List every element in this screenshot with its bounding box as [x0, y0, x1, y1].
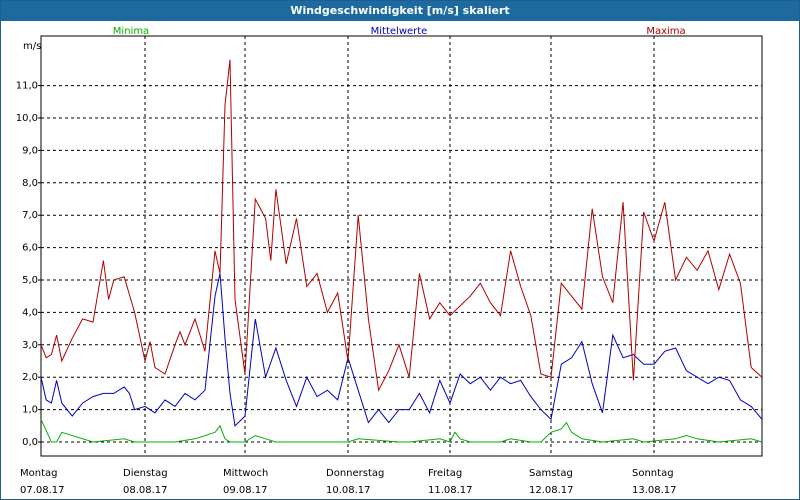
x-tick-day-label: Montag [20, 468, 57, 479]
legend-minima: Minima [113, 26, 149, 37]
x-tick-day-label: Samstag [529, 468, 573, 479]
x-tick-day-label: Sonntag [632, 468, 674, 479]
series-line-mittelwerte [40, 273, 763, 427]
y-tick-label: 6,0 [22, 243, 38, 254]
x-tick-day-label: Mittwoch [223, 468, 268, 479]
y-tick-label: 8,0 [22, 178, 38, 189]
x-tick-date-label: 07.08.17 [20, 485, 65, 496]
series-line-maxima [40, 59, 763, 392]
legend-mittelwerte: Mittelwerte [371, 26, 428, 37]
wind-speed-chart: 0,0 1,0 2,0 3,0 4,0 5,0 6,0 7,0 8,0 9,0 10,0 11,0 m/… [16, 26, 763, 496]
x-tick-date-label: 08.08.17 [123, 485, 168, 496]
x-tick-date-label: 12.08.17 [529, 485, 574, 496]
y-tick-label: 2,0 [22, 372, 38, 383]
y-axis-unit: m/s [23, 41, 41, 52]
y-tick-label: 5,0 [22, 275, 38, 286]
x-tick-date-label: 11.08.17 [428, 485, 473, 496]
legend-maxima: Maxima [646, 26, 685, 37]
y-tick-label: 4,0 [22, 307, 38, 318]
y-tick-label: 0,0 [22, 437, 38, 448]
x-tick-date-label: 10.08.17 [326, 485, 371, 496]
y-tick-label: 7,0 [22, 210, 38, 221]
x-tick-day-label: Freitag [428, 468, 462, 479]
x-tick-date-label: 09.08.17 [223, 485, 268, 496]
y-tick-label: 3,0 [22, 340, 38, 351]
x-tick-day-label: Donnerstag [326, 468, 384, 479]
x-tick-day-label: Dienstag [123, 468, 168, 479]
series-line-minima [40, 419, 763, 443]
y-tick-label: 11,0 [16, 81, 38, 92]
y-tick-label: 9,0 [22, 145, 38, 156]
chart-title: Windgeschwindigkeit [m/s] skaliert [1, 1, 799, 21]
x-tick-date-label: 13.08.17 [632, 485, 677, 496]
y-tick-label: 10,0 [16, 113, 38, 124]
y-tick-label: 1,0 [22, 405, 38, 416]
